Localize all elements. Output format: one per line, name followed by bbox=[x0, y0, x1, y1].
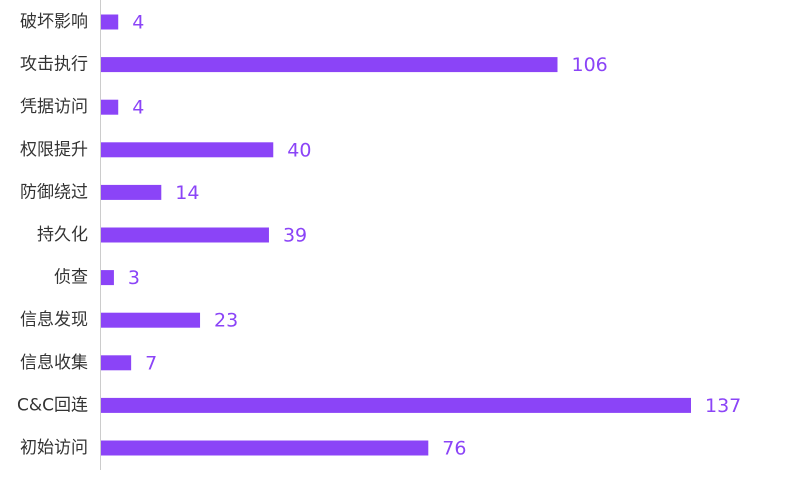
value-label: 4 bbox=[132, 97, 144, 119]
value-label: 137 bbox=[705, 395, 741, 417]
category-label: 攻击执行 bbox=[20, 55, 88, 75]
category-label: 侦查 bbox=[54, 268, 88, 288]
bar bbox=[101, 99, 119, 115]
value-label: 4 bbox=[132, 12, 144, 34]
bar bbox=[101, 355, 132, 371]
value-label: 76 bbox=[442, 438, 466, 460]
category-label: 信息发现 bbox=[20, 310, 88, 330]
value-label: 40 bbox=[287, 139, 311, 161]
category-label: 权限提升 bbox=[20, 140, 88, 160]
bar bbox=[101, 440, 429, 456]
category-label: C&C回连 bbox=[17, 395, 88, 415]
category-label: 防御绕过 bbox=[20, 182, 88, 202]
bar bbox=[101, 57, 558, 73]
bar bbox=[101, 14, 119, 30]
category-label: 持久化 bbox=[37, 225, 88, 245]
category-label: 初始访问 bbox=[20, 438, 88, 458]
value-label: 106 bbox=[571, 54, 607, 76]
bar bbox=[101, 397, 691, 413]
bar bbox=[101, 227, 269, 243]
value-label: 7 bbox=[145, 352, 157, 374]
bar bbox=[101, 184, 162, 200]
value-label: 39 bbox=[283, 225, 307, 247]
bar bbox=[101, 270, 114, 286]
category-label: 凭据访问 bbox=[20, 97, 88, 117]
value-label: 23 bbox=[214, 310, 238, 332]
category-label: 信息收集 bbox=[20, 353, 88, 373]
bar bbox=[101, 312, 201, 328]
bar bbox=[101, 142, 274, 158]
category-label: 破坏影响 bbox=[20, 12, 88, 32]
value-label: 14 bbox=[175, 182, 199, 204]
value-label: 3 bbox=[128, 267, 140, 289]
